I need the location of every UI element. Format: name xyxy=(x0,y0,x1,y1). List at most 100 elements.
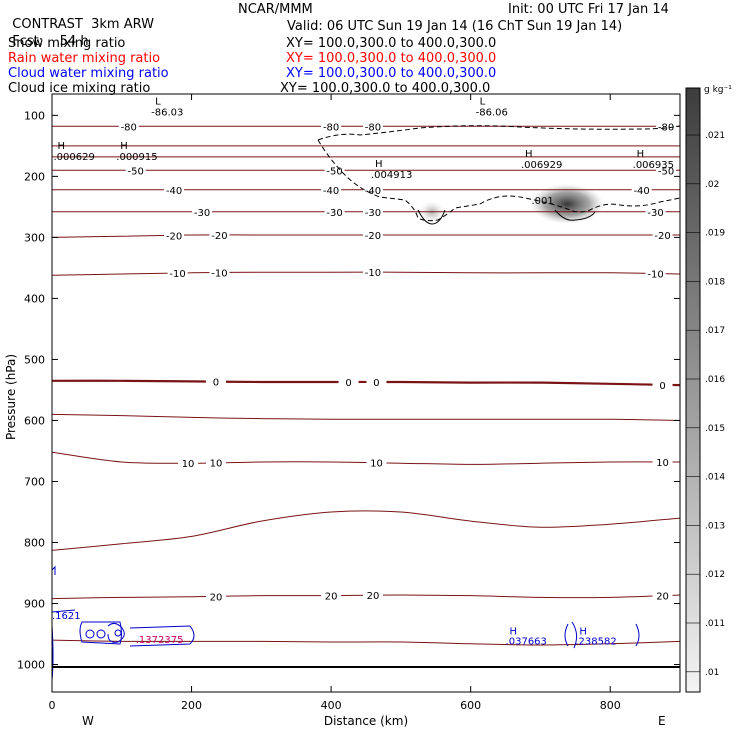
x-tick-label-3: 600 xyxy=(460,699,481,712)
contour-label-12-0: 20 xyxy=(210,592,223,603)
contour-label-7-3: -10 xyxy=(647,270,663,281)
temperature-contour-0 xyxy=(52,379,680,387)
contour-label-7-2: -10 xyxy=(365,268,381,279)
extremum-mark-3: H xyxy=(120,141,128,152)
contour-label-bg xyxy=(321,120,342,133)
program-title: CONTRAST 3km ARW xyxy=(4,2,154,32)
temperature-contour-10 xyxy=(52,451,680,465)
contour-label-bg xyxy=(125,164,146,177)
contour-label-bg xyxy=(645,205,666,218)
fcst-label: Fcst: xyxy=(12,34,44,49)
extremum-mark-6: H xyxy=(637,149,645,160)
colorbar-label-0: .021 xyxy=(705,131,725,141)
contour-label-0-3: -80 xyxy=(658,122,674,133)
temperature-contour-15 xyxy=(52,510,680,551)
colorbar-label-5: .016 xyxy=(705,375,725,385)
y-tick-label-7: 800 xyxy=(24,537,45,550)
contour-label-bg xyxy=(205,456,226,469)
valid-time: Valid: 06 UTC Sun 19 Jan 14 (16 ChT Sun … xyxy=(287,19,623,34)
contour-label-bg xyxy=(178,457,199,470)
contour-label-bg xyxy=(362,589,383,602)
contour-label-bg xyxy=(167,267,188,280)
y-tick-label-8: 900 xyxy=(24,598,45,611)
contour-label-7-0: -10 xyxy=(169,269,185,280)
contour-label-4-3: -40 xyxy=(633,186,649,197)
contour-label-6-3: -20 xyxy=(654,231,670,242)
contour-label-0-2: -80 xyxy=(365,122,381,133)
colorbar-label-4: .017 xyxy=(705,326,725,336)
contour-label-5-3: -30 xyxy=(647,208,663,219)
extremum-mark-0: L xyxy=(155,96,161,107)
contour-label-bg xyxy=(362,205,383,218)
contour-label-bg xyxy=(321,183,342,196)
plot-frame xyxy=(51,93,681,693)
temperature-contour-5 xyxy=(52,413,680,421)
contour-label-bg xyxy=(366,456,387,469)
colorbar-unit: g kg⁻¹ xyxy=(704,85,732,95)
x-tick-label-4: 800 xyxy=(600,699,621,712)
contour-label-12-3: 20 xyxy=(656,592,669,603)
contour-label-0-1: -80 xyxy=(323,122,339,133)
contour-label-bg xyxy=(652,589,673,602)
contour-label-3-0: -50 xyxy=(128,166,144,177)
extremum-mark-4: H xyxy=(375,159,383,170)
contour-label-bg xyxy=(192,205,213,218)
contour-label-4-0: -40 xyxy=(166,186,182,197)
cloud-water-value-0: .1621 xyxy=(52,611,81,622)
field-label-rain: Rain water mixing ratio xyxy=(8,51,161,66)
x-axis-label: Distance (km) xyxy=(324,714,408,728)
init-time: Init: 00 UTC Fri 17 Jan 14 xyxy=(508,2,669,17)
contour-label-4-1: -40 xyxy=(323,186,339,197)
contour-label-bg xyxy=(652,228,673,241)
y-axis-label: Pressure (hPa) xyxy=(4,354,18,440)
y-tick-label-9: 1000 xyxy=(17,659,45,672)
program-name: CONTRAST xyxy=(12,17,83,32)
contour-label-bg xyxy=(338,376,359,389)
contour-label-bg xyxy=(366,376,387,389)
ice-shading xyxy=(419,184,604,224)
extremum-value-1: -86.06 xyxy=(476,107,508,118)
colorbar-label-1: .02 xyxy=(705,180,719,190)
extremum-value-4: .004913 xyxy=(371,170,412,181)
cloud-water-value-3: .238582 xyxy=(575,636,616,647)
contour-label-3-1: -50 xyxy=(326,166,342,177)
y-tick-label-2: 300 xyxy=(24,231,45,244)
x-axis-west-label: W xyxy=(82,714,94,728)
extremum-mark-2: H xyxy=(57,141,65,152)
ice-max-shading xyxy=(530,184,604,224)
ice-contour xyxy=(317,139,680,222)
field-xy-snow: XY= 100.0,300.0 to 400.0,300.0 xyxy=(286,36,497,51)
colorbar-label-6: .015 xyxy=(705,424,725,434)
contour-label-8-1: 0 xyxy=(345,378,351,389)
contour-label-bg xyxy=(652,455,673,468)
contour-label-0-0: -80 xyxy=(121,122,137,133)
forecast-hour: Fcst: 54 h xyxy=(4,19,88,49)
contour-label-bg xyxy=(118,120,139,133)
contour-label-6-2: -20 xyxy=(365,231,381,242)
field-xy-cloud-water: XY= 100.0,300.0 to 400.0,300.0 xyxy=(286,66,497,81)
x-tick-label-0: 0 xyxy=(49,699,56,712)
y-tick-label-6: 700 xyxy=(24,475,45,488)
contour-label-bg xyxy=(209,266,230,279)
colorbar-label-11: .01 xyxy=(705,668,719,678)
contour-label-bg xyxy=(205,590,226,603)
ice-contour-dip2 xyxy=(554,209,596,221)
contour-label-bg xyxy=(362,183,383,196)
x-tick-label-1: 200 xyxy=(181,699,202,712)
y-tick-label-1: 200 xyxy=(24,170,45,183)
extremum-mark-5: H xyxy=(525,149,533,160)
contour-label-4-2: -40 xyxy=(365,186,381,197)
center-label: NCAR/MMM xyxy=(238,2,313,17)
cloud-water-mark-3: H xyxy=(579,626,587,637)
contour-label-bg xyxy=(205,375,226,388)
extremum-value-5: .006929 xyxy=(521,160,562,171)
field-xy-rain: XY= 100.0,300.0 to 400.0,300.0 xyxy=(286,51,497,66)
contour-label-bg xyxy=(652,378,673,391)
cloud-water-value-1: .1372375 xyxy=(136,635,184,646)
contour-label-5-0: -30 xyxy=(194,208,210,219)
cloud-water-shapes xyxy=(51,565,640,681)
contour-label-bg xyxy=(321,589,342,602)
field-xy-cloud-ice: XY= 100.0,300.0 to 400.0,300.0 xyxy=(280,81,491,96)
contour-label-bg xyxy=(324,164,345,177)
contour-label-bg xyxy=(656,120,677,133)
